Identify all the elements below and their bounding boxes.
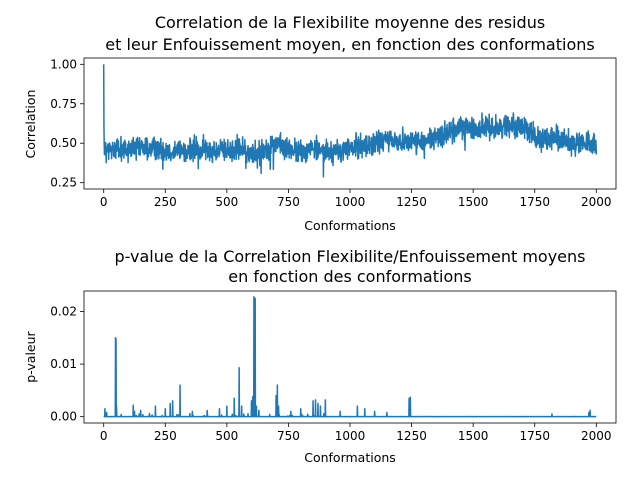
- y-ticks: 0.00 0.01 0.02: [50, 305, 84, 424]
- y-tick-label: 0.02: [50, 305, 77, 319]
- x-tick-label: 1750: [519, 429, 550, 443]
- x-tick-label: 1250: [396, 429, 427, 443]
- y-tick-label: 0.50: [50, 136, 77, 150]
- x-tick-label: 1250: [396, 195, 427, 209]
- y-axis-label: p-valeur: [23, 330, 38, 382]
- y-tick-label: 0.00: [50, 410, 77, 424]
- subplot-pvalue: p-value de la Correlation Flexibilite/En…: [23, 247, 617, 465]
- y-axis-label: Correlation: [23, 90, 38, 159]
- series-line: [103, 296, 597, 418]
- x-tick-label: 250: [154, 429, 177, 443]
- x-tick-label: 1000: [335, 429, 366, 443]
- x-ticks: 0 250 500 750 1000 1250 1500 1750 2000: [100, 423, 612, 443]
- x-tick-label: 2000: [581, 195, 612, 209]
- y-tick-label: 0.25: [50, 176, 77, 190]
- chart-title-line-2: et leur Enfouissement moyen, en fonction…: [105, 35, 594, 54]
- x-tick-label: 1500: [458, 429, 489, 443]
- x-tick-label: 500: [215, 195, 238, 209]
- x-tick-label: 250: [154, 195, 177, 209]
- x-tick-label: 1750: [519, 195, 550, 209]
- chart-title-line-2: en fonction des conformations: [228, 267, 471, 286]
- x-axis-label: Conformations: [304, 218, 396, 233]
- y-tick-label: 0.75: [50, 97, 77, 111]
- x-ticks: 0 250 500 750 1000 1250 1500 1750 2000: [100, 189, 612, 209]
- series-line: [102, 64, 598, 178]
- x-tick-label: 500: [215, 429, 238, 443]
- chart-title-line-1: p-value de la Correlation Flexibilite/En…: [114, 247, 585, 266]
- x-tick-label: 0: [100, 195, 108, 209]
- x-tick-label: 1000: [335, 195, 366, 209]
- plot-area: [103, 296, 597, 418]
- x-tick-label: 750: [277, 195, 300, 209]
- x-tick-label: 1500: [458, 195, 489, 209]
- y-ticks: 0.25 0.50 0.75 1.00: [50, 57, 84, 190]
- chart-title-line-1: Correlation de la Flexibilite moyenne de…: [155, 13, 545, 32]
- y-tick-label: 1.00: [50, 57, 77, 71]
- x-axis-label: Conformations: [304, 450, 396, 465]
- y-tick-label: 0.01: [50, 357, 77, 371]
- x-tick-label: 0: [100, 429, 108, 443]
- plot-area: [102, 64, 598, 178]
- x-tick-label: 2000: [581, 429, 612, 443]
- x-tick-label: 750: [277, 429, 300, 443]
- subplot-correlation: Correlation de la Flexibilite moyenne de…: [23, 13, 617, 233]
